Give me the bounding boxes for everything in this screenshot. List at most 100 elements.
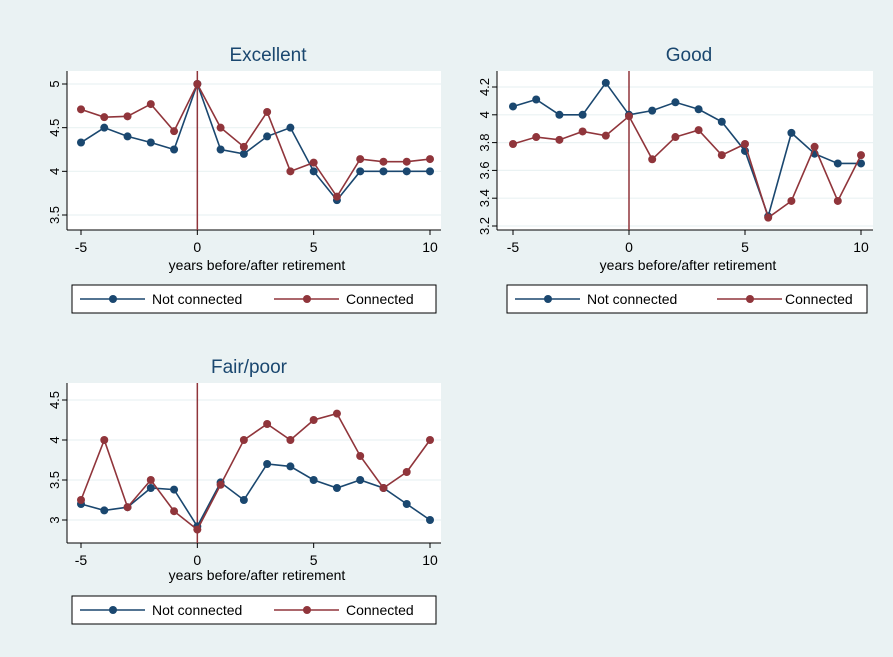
data-point-connected (263, 420, 272, 428)
data-point-connected (309, 416, 318, 424)
data-point-not-connected (426, 167, 434, 176)
legend-marker-not-connected (109, 606, 117, 614)
data-point-not-connected (671, 98, 680, 107)
legend-label-not-connected: Not connected (152, 291, 242, 307)
data-point-not-connected (787, 128, 796, 137)
y-tick-label: 3.6 (477, 161, 492, 179)
data-point-not-connected (170, 145, 179, 154)
data-point-not-connected (100, 123, 109, 132)
x-tick-label: 5 (741, 239, 749, 255)
data-point-connected (555, 135, 564, 144)
data-point-connected (833, 196, 842, 205)
data-point-not-connected (379, 167, 388, 176)
data-point-not-connected (332, 484, 341, 492)
data-point-connected (810, 142, 819, 151)
data-point-not-connected (286, 123, 295, 132)
data-point-connected (356, 155, 365, 164)
chart-title: Excellent (229, 45, 307, 66)
chart-title: Fair/poor (211, 357, 288, 378)
data-point-connected (77, 105, 85, 114)
data-point-connected (857, 151, 865, 160)
x-tick-label: 10 (853, 239, 869, 255)
data-point-connected (332, 192, 341, 201)
series-line-connected (80, 412, 431, 531)
y-tick-label: 4 (477, 111, 492, 118)
data-point-connected (239, 436, 248, 444)
data-point-not-connected (239, 496, 248, 504)
legend-marker-connected (303, 606, 311, 614)
data-point-connected (146, 100, 155, 109)
data-point-not-connected (170, 485, 179, 494)
data-point-not-connected (833, 159, 842, 168)
y-tick-label: 4 (47, 168, 62, 175)
data-point-not-connected (578, 110, 587, 119)
x-tick-label: -5 (75, 239, 88, 255)
data-point-not-connected (555, 110, 564, 119)
legend-label-connected: Connected (346, 602, 414, 618)
series-line-not-connected (512, 81, 861, 219)
data-point-connected (332, 409, 341, 418)
x-tick-label: 0 (625, 239, 633, 255)
data-point-not-connected (309, 476, 318, 484)
data-point-not-connected (263, 132, 272, 141)
x-tick-label: -5 (75, 552, 88, 568)
data-point-not-connected (309, 167, 318, 176)
chart-panel-3: Fair/poor 3 3.5 4 4.5 -5 0 5 10 years before/afte… (47, 357, 441, 625)
y-tick-label: 4 (47, 436, 62, 443)
data-point-connected (77, 496, 85, 504)
data-point-not-connected (356, 167, 365, 176)
data-point-connected (426, 436, 434, 444)
x-axis-label: years before/after retirement (600, 257, 777, 273)
data-point-not-connected (426, 516, 434, 524)
x-tick-label: -5 (507, 239, 520, 255)
x-axis-label: years before/after retirement (169, 567, 346, 583)
data-point-connected (578, 127, 587, 136)
data-point-not-connected (239, 149, 248, 158)
data-point-connected (263, 107, 272, 116)
data-point-not-connected (857, 159, 865, 168)
plot-area (67, 71, 441, 230)
legend-label-not-connected: Not connected (587, 291, 677, 307)
data-point-connected (509, 139, 517, 148)
data-point-connected (170, 127, 179, 136)
y-tick-label: 3.2 (477, 217, 492, 235)
x-tick-label: 5 (310, 552, 318, 568)
y-tick-label: 4.5 (47, 119, 62, 137)
data-point-connected (216, 123, 225, 132)
data-point-not-connected (717, 117, 726, 126)
series-line-not-connected (80, 81, 430, 202)
data-point-not-connected (263, 460, 272, 468)
data-point-not-connected (146, 484, 155, 492)
data-point-connected (787, 196, 796, 205)
chart-panel-2: Good 3.2 3.4 3.6 3.8 4 4.2 -5 0 5 10 years before/a… (477, 45, 873, 314)
data-point-not-connected (402, 500, 411, 508)
data-point-connected (216, 480, 225, 489)
data-point-not-connected (77, 138, 85, 147)
series-line-not-connected (80, 463, 431, 528)
legend-marker-connected (746, 295, 754, 303)
x-axis-label: years before/after retirement (169, 257, 346, 273)
data-point-connected (309, 158, 318, 167)
data-point-connected (123, 112, 132, 121)
legend-marker-not-connected (544, 295, 552, 303)
y-tick-label: 4.2 (477, 78, 492, 96)
data-point-connected (123, 503, 132, 512)
series-line-connected (80, 82, 431, 199)
data-point-connected (100, 113, 109, 122)
data-point-not-connected (216, 145, 225, 154)
data-point-connected (671, 133, 680, 142)
y-tick-label: 3.5 (47, 471, 62, 489)
data-point-not-connected (532, 95, 541, 104)
x-tick-label: 5 (310, 239, 318, 255)
chart-title: Good (666, 45, 712, 66)
data-point-connected (170, 507, 179, 516)
data-point-connected (625, 112, 633, 121)
data-point-connected (379, 484, 388, 492)
chart-panel-1: Excellent 3.5 4 4.5 5 -5 0 5 10 years before/afte… (47, 45, 441, 314)
data-point-connected (100, 436, 109, 444)
data-point-connected (193, 80, 202, 88)
data-point-not-connected (100, 506, 109, 515)
data-point-connected (741, 139, 749, 148)
data-point-connected (764, 213, 773, 222)
